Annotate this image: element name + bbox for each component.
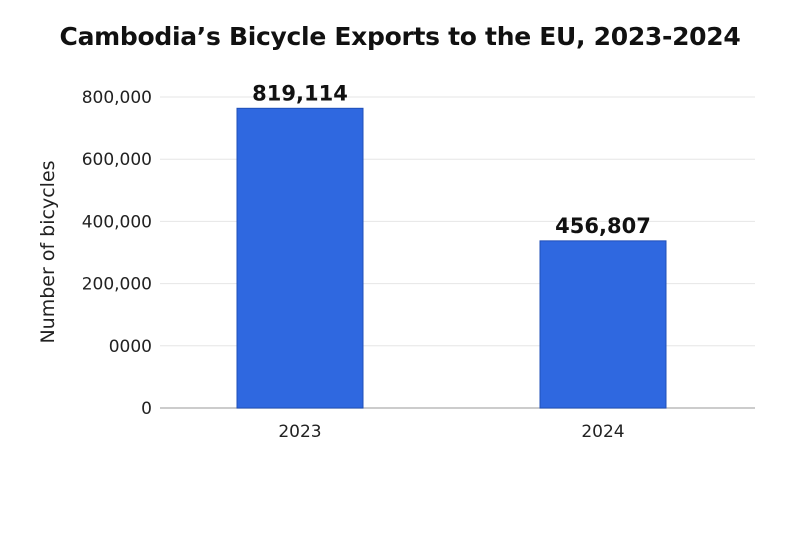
y-tick-label: 200,000 [82,275,152,295]
y-tick-label: 0 [141,399,152,419]
y-axis-label: Number of bicycles [37,160,59,343]
bar-2024 [539,240,667,409]
y-tick-label: 800,000 [82,88,152,108]
y-tick-label: 0000 [109,337,152,357]
y-tick-label: 600,000 [82,150,152,170]
x-tick-label: 2024 [581,422,624,442]
data-label: 819,114 [252,81,348,105]
x-tick-label: 2023 [278,422,321,442]
bar-2023 [236,107,364,409]
chart-title: Cambodia’s Bicycle Exports to the EU, 20… [59,22,741,51]
data-label: 456,807 [555,214,651,238]
y-tick-label: 400,000 [82,212,152,232]
